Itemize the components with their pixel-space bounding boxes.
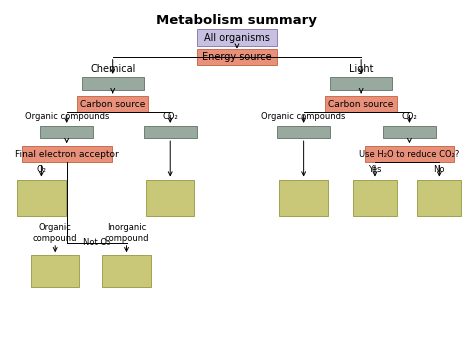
FancyBboxPatch shape	[197, 29, 277, 46]
Text: Final electron acceptor: Final electron acceptor	[15, 150, 118, 159]
Text: Yes: Yes	[368, 165, 382, 174]
Text: Light: Light	[349, 64, 374, 75]
FancyBboxPatch shape	[197, 49, 277, 65]
FancyBboxPatch shape	[102, 255, 151, 287]
FancyBboxPatch shape	[77, 97, 148, 113]
Text: Carbon source: Carbon source	[80, 100, 146, 109]
FancyBboxPatch shape	[418, 180, 461, 216]
FancyBboxPatch shape	[17, 180, 65, 216]
FancyBboxPatch shape	[326, 97, 397, 113]
Text: Energy source: Energy source	[202, 52, 272, 62]
Text: Organic
compound: Organic compound	[33, 223, 77, 242]
FancyBboxPatch shape	[31, 255, 79, 287]
Text: Chemical: Chemical	[90, 64, 136, 75]
FancyBboxPatch shape	[82, 77, 144, 90]
FancyBboxPatch shape	[383, 126, 436, 138]
Text: Carbon source: Carbon source	[328, 100, 394, 109]
Text: Organic compounds: Organic compounds	[25, 112, 109, 121]
FancyBboxPatch shape	[277, 126, 330, 138]
FancyBboxPatch shape	[353, 180, 397, 216]
Text: No: No	[434, 165, 445, 174]
FancyBboxPatch shape	[146, 180, 194, 216]
FancyBboxPatch shape	[144, 126, 197, 138]
FancyBboxPatch shape	[280, 180, 328, 216]
Text: CO₂: CO₂	[401, 112, 417, 121]
Text: O₂: O₂	[36, 165, 46, 174]
FancyBboxPatch shape	[365, 146, 454, 162]
Text: CO₂: CO₂	[162, 112, 178, 121]
Text: Inorganic
compound: Inorganic compound	[104, 223, 149, 242]
FancyBboxPatch shape	[40, 126, 93, 138]
Text: Use H₂O to reduce CO₂?: Use H₂O to reduce CO₂?	[359, 150, 460, 159]
Text: Organic compounds: Organic compounds	[262, 112, 346, 121]
Text: Metabolism summary: Metabolism summary	[156, 15, 318, 27]
FancyBboxPatch shape	[22, 146, 111, 162]
FancyBboxPatch shape	[330, 77, 392, 90]
Text: Not O₂: Not O₂	[83, 238, 110, 247]
Text: All organisms: All organisms	[204, 33, 270, 43]
